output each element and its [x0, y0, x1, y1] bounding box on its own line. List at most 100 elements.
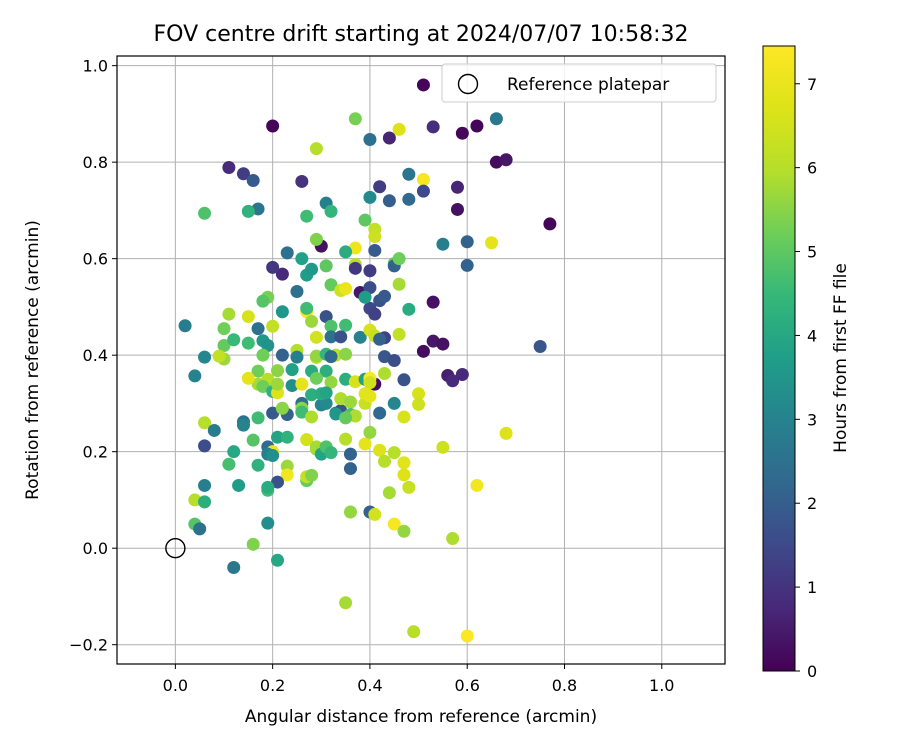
data-point — [416, 184, 430, 198]
data-point — [324, 278, 338, 292]
data-point — [319, 310, 333, 324]
data-point — [324, 375, 338, 389]
data-point — [266, 119, 280, 133]
colorbar-tick-label: 6 — [807, 159, 817, 178]
x-axis-ticks: 0.0 0.2 0.4 0.6 0.8 1.0 — [163, 664, 674, 695]
data-point — [251, 202, 265, 216]
x-tick-label: 0.4 — [357, 676, 382, 695]
data-point — [305, 410, 319, 424]
data-point — [436, 337, 450, 351]
colorbar-label: Hours from first FF file — [831, 263, 851, 453]
data-point — [368, 243, 382, 257]
data-point — [285, 379, 299, 393]
data-point — [339, 347, 353, 361]
data-point — [416, 78, 430, 92]
data-point — [382, 131, 396, 145]
data-point — [407, 625, 421, 639]
data-point — [339, 245, 353, 259]
data-point — [470, 478, 484, 492]
data-point — [460, 235, 474, 249]
data-point — [363, 264, 377, 278]
data-point — [188, 493, 202, 507]
y-tick-label: −0.2 — [69, 636, 108, 655]
data-point — [232, 478, 246, 492]
data-point — [280, 430, 294, 444]
x-tick-label: 0.8 — [552, 676, 577, 695]
data-point — [397, 410, 411, 424]
data-point — [198, 416, 212, 430]
data-point — [426, 120, 440, 134]
data-point — [241, 310, 255, 324]
data-point — [373, 406, 387, 420]
data-point — [397, 456, 411, 470]
data-point — [485, 236, 499, 250]
data-point — [266, 319, 280, 333]
data-point — [256, 294, 270, 308]
data-point — [348, 112, 362, 126]
data-point — [251, 411, 265, 425]
data-point — [251, 458, 265, 472]
data-point — [300, 433, 314, 447]
y-tick-label: 0.4 — [83, 346, 108, 365]
data-point — [222, 160, 236, 174]
data-point — [378, 367, 392, 381]
colorbar-tick-label: 5 — [807, 243, 817, 262]
data-point — [198, 350, 212, 364]
y-tick-label: 0.0 — [83, 539, 108, 558]
data-point — [348, 409, 362, 423]
data-point — [373, 180, 387, 194]
data-point — [426, 295, 440, 309]
data-point — [290, 350, 304, 364]
data-point — [339, 411, 353, 425]
data-point — [324, 446, 338, 460]
data-point — [343, 395, 357, 409]
data-point — [416, 344, 430, 358]
data-point — [222, 307, 236, 321]
data-point — [309, 330, 323, 344]
data-point — [358, 387, 372, 401]
data-point — [275, 305, 289, 319]
data-point — [382, 194, 396, 208]
data-point — [256, 348, 270, 362]
data-point — [358, 290, 372, 304]
data-point — [319, 259, 333, 273]
data-point — [319, 364, 333, 378]
data-point — [227, 333, 241, 347]
data-point — [436, 237, 450, 251]
chart-title: FOV centre drift starting at 2024/07/07 … — [154, 22, 689, 47]
y-tick-label: 1.0 — [83, 57, 108, 76]
data-point — [251, 364, 265, 378]
data-point — [295, 174, 309, 188]
data-point — [305, 388, 319, 402]
data-point — [373, 332, 387, 346]
data-point — [305, 314, 319, 328]
data-point — [339, 372, 353, 386]
data-point — [470, 119, 484, 133]
data-point — [324, 330, 338, 344]
data-point — [227, 445, 241, 459]
data-point — [343, 505, 357, 519]
data-point — [319, 386, 333, 400]
legend-reference-marker — [457, 73, 479, 95]
data-point — [339, 432, 353, 446]
data-point — [348, 375, 362, 389]
reference-layer — [165, 537, 186, 559]
data-point — [261, 480, 275, 494]
data-point — [378, 454, 392, 468]
data-point — [387, 517, 401, 531]
data-point — [236, 167, 250, 181]
data-point — [295, 252, 309, 266]
data-point — [266, 449, 280, 463]
data-point — [271, 475, 285, 489]
data-point — [368, 307, 382, 321]
data-point — [343, 462, 357, 476]
data-point — [246, 537, 260, 551]
data-point — [193, 522, 207, 536]
data-point — [455, 367, 469, 381]
data-point — [499, 153, 513, 167]
data-points — [178, 78, 557, 643]
data-point — [305, 262, 319, 276]
colorbar-tick-label: 0 — [807, 662, 817, 681]
data-point — [198, 206, 212, 220]
